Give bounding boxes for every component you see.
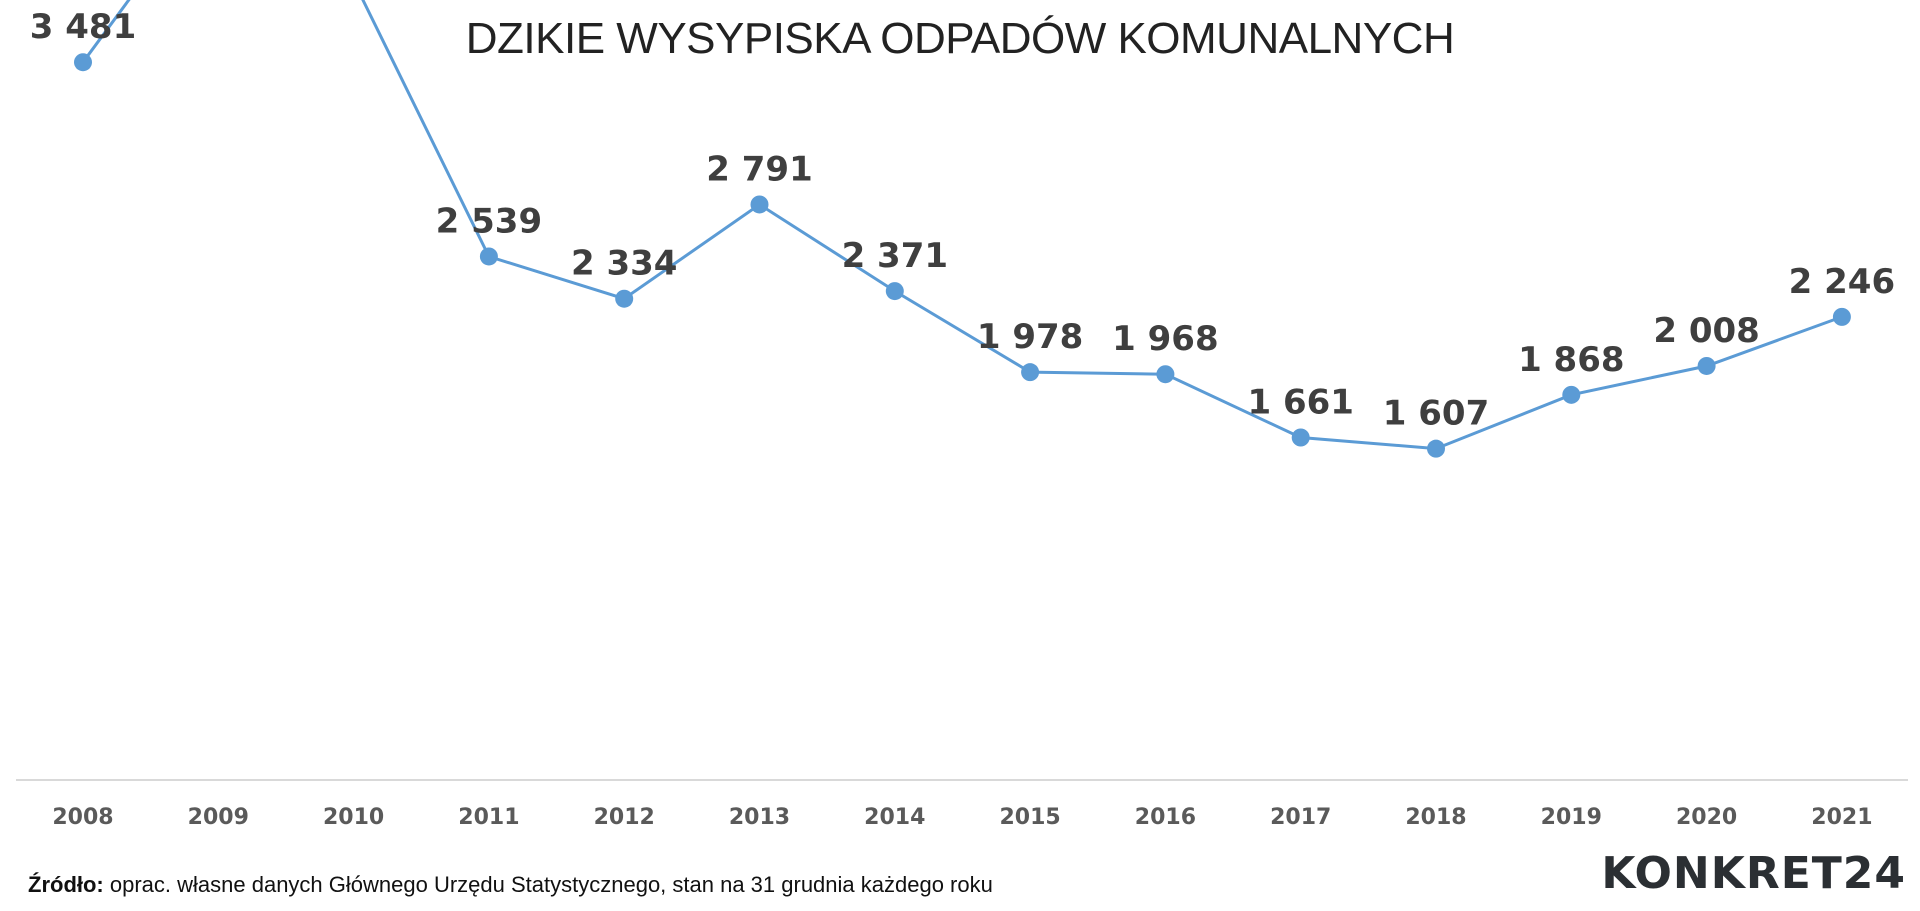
data-label: 2 246 (1789, 262, 1895, 302)
data-point (1562, 385, 1581, 404)
x-tick-label: 2021 (1811, 805, 1872, 830)
x-tick-label: 2010 (323, 805, 384, 830)
x-tick-label: 2016 (1135, 805, 1196, 830)
x-tick-label: 2017 (1270, 805, 1331, 830)
data-point (74, 53, 92, 72)
data-label: 1 661 (1247, 383, 1353, 423)
data-point (885, 282, 904, 301)
data-point (479, 247, 498, 266)
data-point (1021, 363, 1040, 382)
data-label: 3 481 (30, 7, 136, 47)
x-tick-label: 2008 (52, 805, 113, 830)
source-prefix: Źródło: (28, 872, 104, 897)
x-tick-label: 2012 (594, 805, 655, 830)
data-point (1832, 307, 1851, 326)
data-label: 2 008 (1653, 311, 1759, 351)
data-label: 2 539 (436, 201, 542, 241)
series-layer (74, 0, 1851, 458)
x-tick-label: 2018 (1405, 805, 1466, 830)
x-tick-label: 2015 (999, 805, 1060, 830)
x-tick-label: 2009 (188, 805, 249, 830)
data-label: 1 868 (1518, 340, 1624, 380)
x-ticks-layer: 2008 2009 2010 2011 2012 2013 2014 2015 2016 2017… (52, 805, 1872, 830)
konkret24-logo: KONKRET24 (1601, 848, 1906, 899)
data-point (615, 289, 634, 308)
data-label: 1 978 (977, 317, 1083, 357)
x-tick-label: 2020 (1676, 805, 1737, 830)
data-label: 2 791 (706, 149, 812, 189)
data-point (1291, 428, 1310, 447)
chart-title: DZIKIE WYSYPISKA ODPADÓW KOMUNALNYCH (465, 14, 1455, 63)
data-label: 2 334 (571, 244, 677, 284)
x-tick-label: 2013 (729, 805, 790, 830)
data-point (1697, 356, 1716, 375)
x-tick-label: 2011 (458, 805, 519, 830)
data-label: 2 371 (842, 236, 948, 276)
data-label: 1 968 (1112, 319, 1218, 359)
data-point (1156, 365, 1175, 384)
data-point (750, 195, 769, 214)
series-line (81, 0, 1843, 451)
source-text: oprac. własne danych Głównego Urzędu Sta… (103, 872, 993, 897)
data-label: 1 607 (1383, 394, 1489, 434)
data-point (1427, 439, 1445, 458)
x-tick-label: 2014 (864, 805, 925, 830)
source-note: Źródło: oprac. własne danych Głównego Ur… (28, 872, 993, 898)
x-tick-label: 2019 (1541, 805, 1602, 830)
